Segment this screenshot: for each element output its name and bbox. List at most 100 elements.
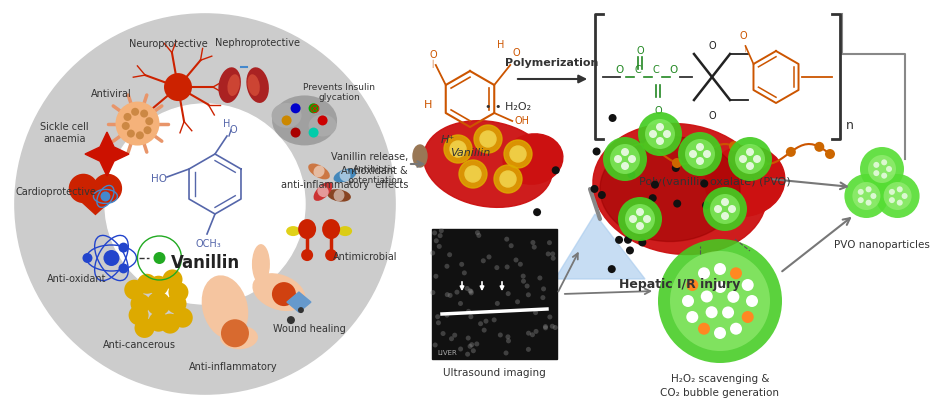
Circle shape — [663, 131, 671, 139]
Circle shape — [658, 239, 782, 363]
Text: HO: HO — [151, 173, 167, 184]
Circle shape — [591, 185, 598, 193]
Circle shape — [143, 127, 151, 135]
Circle shape — [521, 279, 526, 284]
Circle shape — [494, 265, 500, 270]
Ellipse shape — [327, 190, 351, 202]
Circle shape — [510, 147, 526, 163]
Circle shape — [873, 162, 880, 169]
Circle shape — [530, 333, 535, 337]
Circle shape — [545, 252, 551, 257]
Circle shape — [728, 138, 772, 182]
Circle shape — [141, 110, 148, 118]
Circle shape — [686, 311, 698, 323]
Text: • • H₂O₂: • • H₂O₂ — [484, 102, 531, 112]
Circle shape — [526, 347, 531, 352]
Text: │: │ — [744, 45, 747, 52]
Circle shape — [309, 128, 318, 138]
Circle shape — [432, 231, 437, 236]
Circle shape — [272, 282, 295, 306]
Circle shape — [468, 291, 474, 296]
Circle shape — [543, 324, 548, 329]
Circle shape — [69, 175, 98, 203]
Circle shape — [434, 239, 439, 244]
Circle shape — [452, 333, 457, 338]
Circle shape — [437, 244, 442, 249]
Circle shape — [728, 291, 739, 303]
Circle shape — [474, 126, 502, 154]
Text: anti-inflammatory  effects: anti-inflammatory effects — [280, 180, 408, 189]
Text: Antioxidant &: Antioxidant & — [341, 166, 408, 175]
Circle shape — [148, 276, 168, 296]
Circle shape — [168, 283, 188, 302]
Circle shape — [649, 195, 656, 202]
Text: O: O — [430, 50, 438, 60]
Circle shape — [618, 198, 662, 241]
Circle shape — [746, 148, 754, 157]
Circle shape — [742, 311, 753, 323]
Circle shape — [15, 15, 395, 394]
Circle shape — [645, 120, 675, 150]
Text: CO₂ bubble generation: CO₂ bubble generation — [660, 387, 780, 397]
Circle shape — [526, 331, 531, 336]
Circle shape — [643, 141, 654, 151]
Text: Vanillin: Vanillin — [170, 254, 239, 271]
Circle shape — [757, 159, 768, 169]
Circle shape — [494, 166, 522, 193]
Circle shape — [441, 331, 446, 336]
Circle shape — [608, 265, 616, 274]
Circle shape — [672, 164, 680, 173]
Circle shape — [897, 200, 902, 206]
Circle shape — [482, 328, 486, 333]
Circle shape — [105, 105, 305, 304]
Circle shape — [550, 324, 555, 329]
Circle shape — [696, 157, 704, 166]
Circle shape — [729, 142, 739, 152]
Circle shape — [551, 256, 556, 261]
Circle shape — [609, 115, 617, 123]
Circle shape — [902, 193, 907, 200]
Circle shape — [746, 163, 754, 171]
Circle shape — [504, 237, 509, 242]
Circle shape — [858, 198, 864, 204]
Circle shape — [610, 145, 640, 175]
Text: O: O — [655, 106, 662, 116]
Circle shape — [629, 216, 637, 223]
Circle shape — [291, 128, 300, 138]
Circle shape — [656, 138, 664, 146]
Circle shape — [481, 258, 485, 264]
Circle shape — [730, 323, 742, 335]
Circle shape — [435, 315, 440, 319]
Circle shape — [636, 222, 644, 230]
Circle shape — [703, 151, 711, 159]
Circle shape — [287, 316, 294, 324]
Circle shape — [524, 284, 529, 289]
Circle shape — [492, 318, 497, 323]
Circle shape — [696, 144, 704, 152]
Circle shape — [459, 161, 487, 189]
Ellipse shape — [333, 190, 345, 202]
Circle shape — [670, 252, 770, 351]
Ellipse shape — [593, 124, 767, 255]
Circle shape — [476, 234, 482, 238]
Circle shape — [124, 114, 131, 121]
Circle shape — [450, 142, 466, 157]
Circle shape — [552, 167, 560, 175]
Circle shape — [721, 213, 729, 220]
Circle shape — [471, 348, 476, 353]
Circle shape — [173, 308, 193, 328]
Circle shape — [495, 301, 500, 306]
Circle shape — [656, 124, 664, 132]
Circle shape — [860, 148, 904, 191]
Circle shape — [462, 271, 466, 276]
Polygon shape — [555, 214, 645, 279]
Ellipse shape — [247, 75, 260, 97]
Circle shape — [870, 193, 877, 200]
Text: Antiviral: Antiviral — [91, 89, 132, 99]
Circle shape — [533, 209, 542, 217]
Text: n: n — [846, 119, 854, 132]
Circle shape — [458, 347, 463, 352]
Circle shape — [541, 295, 545, 300]
Circle shape — [445, 264, 449, 269]
Circle shape — [614, 155, 622, 164]
